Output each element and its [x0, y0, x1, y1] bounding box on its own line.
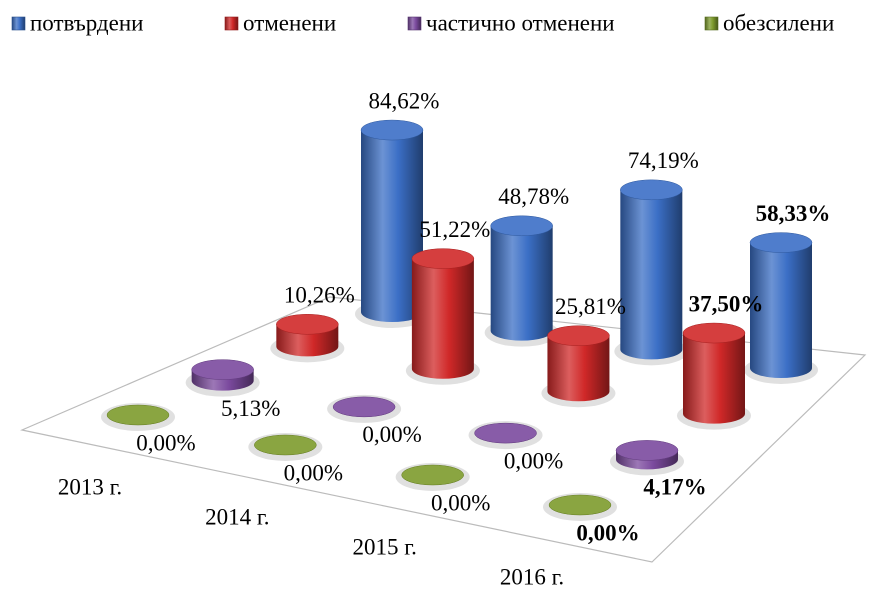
value-label: 74,19%: [628, 148, 699, 173]
cylinder-top: [254, 434, 317, 456]
value-label: 4,17%: [643, 475, 706, 500]
value-label: 5,13%: [221, 396, 280, 421]
cylinder: [683, 333, 745, 424]
cylinder-top: [401, 464, 464, 486]
cylinder: [547, 335, 610, 402]
cylinder-top: [620, 179, 683, 201]
cylinder-top: [474, 422, 537, 444]
category-label: 2015 г.: [352, 534, 416, 559]
cylinder-top: [682, 322, 746, 344]
legend-swatch: [704, 16, 719, 31]
value-label: 0,00%: [284, 460, 343, 485]
cylinder-top: [548, 494, 612, 516]
value-label: 84,62%: [369, 88, 440, 113]
cylinder: [750, 242, 812, 378]
cylinder: [620, 189, 683, 360]
cylinder: [411, 258, 474, 379]
value-label: 25,81%: [555, 294, 626, 319]
legend-label: отменени: [243, 10, 336, 35]
legend-swatch: [407, 16, 422, 31]
legend-label: потвърдени: [30, 10, 143, 35]
cylinder-top: [411, 248, 475, 269]
value-label: 0,00%: [136, 430, 195, 455]
cylinder: [490, 225, 553, 341]
cylinder-top: [360, 119, 424, 141]
legend-label: частично отменени: [426, 10, 615, 35]
cylinder-top: [276, 314, 339, 335]
value-label: 51,22%: [419, 217, 490, 242]
legend-swatch: [224, 16, 239, 31]
value-label: 0,00%: [576, 520, 639, 545]
value-label: 58,33%: [756, 201, 831, 226]
category-label: 2016 г.: [500, 564, 564, 589]
cylinder-top: [615, 440, 679, 461]
legend-label: обезсилени: [723, 10, 834, 35]
legend-swatch: [11, 16, 26, 31]
cylinder-top: [749, 232, 813, 253]
cylinder: [361, 130, 423, 322]
value-label: 48,78%: [498, 184, 569, 209]
cylinder-top: [332, 396, 396, 418]
cylinder-top: [490, 215, 553, 237]
cylinder-top: [106, 404, 170, 426]
cylinder-top: [191, 359, 254, 380]
value-label: 0,00%: [431, 490, 490, 515]
category-label: 2013 г.: [58, 474, 122, 499]
cylinder-top: [547, 325, 610, 346]
value-label: 37,50%: [689, 291, 764, 316]
value-label: 0,00%: [504, 448, 563, 473]
value-label: 10,26%: [284, 283, 355, 308]
category-label: 2014 г.: [205, 504, 269, 529]
value-label: 0,00%: [362, 422, 421, 447]
